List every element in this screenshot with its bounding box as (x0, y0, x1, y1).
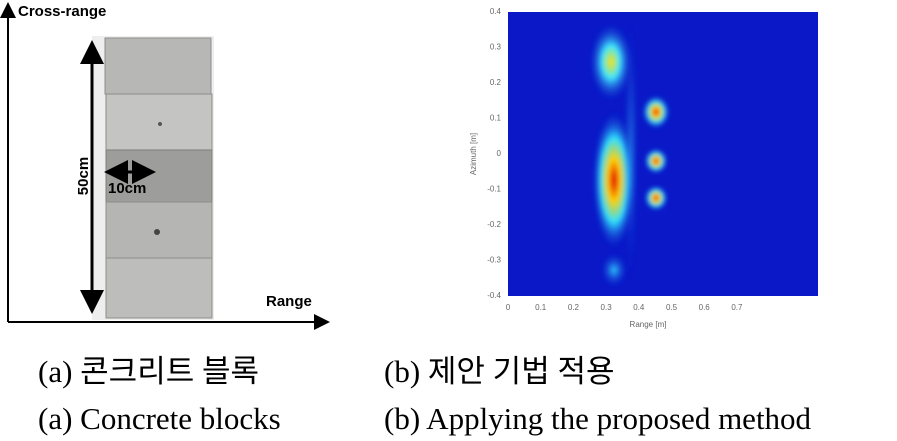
y-tick-label: -0.2 (487, 220, 501, 229)
dimension-label: 10cm (108, 180, 146, 197)
panel-b: Azimuth [m] Range [m] 0.4 0.3 0.2 0.1 0 -0.1 -… (469, 7, 818, 329)
radar-returns (589, 10, 670, 290)
x-tick-label: 0.3 (601, 303, 613, 312)
x-tick-label: 0.4 (633, 303, 645, 312)
axis-label: Cross-range (18, 3, 106, 20)
caption: (a) 콘크리트 블록 (38, 354, 259, 389)
caption: (a) Concrete blocks (38, 401, 281, 436)
axis-label: Range [m] (630, 320, 667, 329)
x-tick-label: 0 (506, 303, 511, 312)
x-tick-label: 0.6 (699, 303, 711, 312)
dimension-label: 50cm (75, 157, 92, 195)
x-tick-label: 0.2 (568, 303, 580, 312)
y-tick-label: 0.3 (490, 43, 502, 52)
y-tick-label: 0 (497, 149, 502, 158)
y-tick-label: 0.4 (490, 7, 502, 16)
x-tick-label: 0.7 (731, 303, 743, 312)
x-tick-label: 0.1 (535, 303, 547, 312)
y-tick-label: 0.2 (490, 78, 502, 87)
x-tick-label: 0.5 (666, 303, 678, 312)
caption: (b) 제안 기법 적용 (384, 354, 615, 389)
concrete-photo (92, 36, 214, 320)
axis-label: Azimuth [m] (469, 133, 478, 175)
y-tick-label: -0.3 (487, 256, 501, 265)
panel-a: Cross-range Range 50cm 10cm (0, 2, 330, 330)
caption: (b) Applying the proposed method (384, 401, 812, 436)
y-tick-label: 0.1 (490, 114, 502, 123)
y-tick-label: -0.1 (487, 185, 501, 194)
y-tick-label: -0.4 (487, 291, 501, 300)
axis-label: Range (266, 293, 312, 310)
